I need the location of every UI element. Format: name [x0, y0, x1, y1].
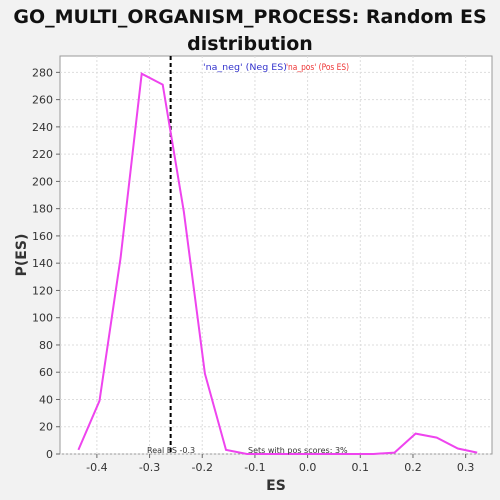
y-tick-label: 260 [32, 94, 53, 107]
x-tick-label: -0.1 [244, 461, 265, 474]
es-distribution-line [77, 72, 478, 455]
x-axis-label: ES [266, 478, 286, 494]
y-tick-label: 80 [39, 339, 53, 352]
x-tick-label: 0.3 [457, 461, 475, 474]
y-tick-label: 200 [32, 175, 53, 188]
x-tick-label: 0.2 [404, 461, 422, 474]
y-tick-label: 160 [32, 230, 53, 243]
y-tick-label: 100 [32, 312, 53, 325]
legend-pos-label: 'na_pos' (Pos ES) [286, 63, 349, 73]
y-tick-label: 0 [46, 448, 53, 461]
x-tick-label: 0.0 [299, 461, 317, 474]
x-tick-label: -0.2 [192, 461, 213, 474]
y-tick-label: 20 [39, 421, 53, 434]
y-tick-label: 220 [32, 148, 53, 161]
y-tick-label: 120 [32, 284, 53, 297]
legend-neg-label: 'na_neg' (Neg ES) [203, 63, 287, 73]
pos-scores-annotation: Sets with pos scores: 3% [248, 446, 348, 455]
axes: 0 20 40 60 80 100 120 140 160 180 200 220 240 260 280 -… [32, 66, 474, 474]
x-tick-label: -0.3 [139, 461, 160, 474]
x-tick-label: -0.4 [86, 461, 107, 474]
y-tick-label: 40 [39, 393, 53, 406]
real-es-annotation: Real ES -0.3 [147, 446, 195, 455]
y-tick-label: 280 [32, 66, 53, 79]
x-tick-label: 0.1 [352, 461, 370, 474]
plot-area [59, 55, 493, 455]
y-tick-label: 180 [32, 203, 53, 216]
grid [60, 56, 492, 455]
y-axis-label: P(ES) [14, 234, 30, 277]
chart-title: GO_MULTI_ORGANISM_PROCESS: Random ES dis… [13, 6, 487, 55]
y-tick-label: 60 [39, 366, 53, 379]
y-tick-label: 140 [32, 257, 53, 270]
y-tick-label: 240 [32, 121, 53, 134]
